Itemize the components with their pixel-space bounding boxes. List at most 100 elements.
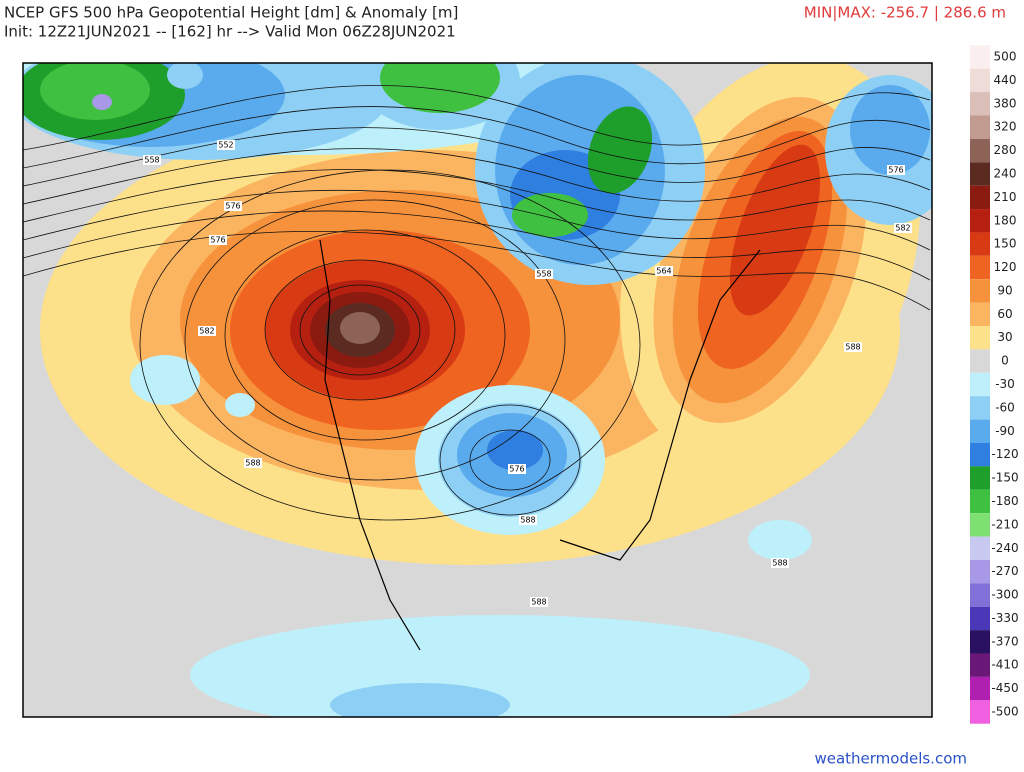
colorbar-swatch	[970, 442, 990, 467]
contour-label: 588	[520, 516, 535, 525]
colorbar-swatch	[970, 489, 990, 514]
contour-label: 588	[772, 559, 787, 568]
contour-label-bg	[655, 266, 673, 276]
contour-label: 576	[888, 166, 903, 175]
colorbar-label: 60	[997, 307, 1012, 321]
height-contour	[23, 106, 931, 169]
colorbar-label: -150	[991, 471, 1018, 485]
colorbar-label: -120	[991, 447, 1018, 461]
colorbar-label: -90	[995, 424, 1015, 438]
colorbar-label: 0	[1001, 354, 1009, 368]
colorbar-label: -370	[991, 634, 1018, 648]
height-contour	[299, 284, 421, 376]
contour-label: 588	[245, 459, 260, 468]
credit: weathermodels.com	[814, 750, 967, 768]
colorbar-label: -500	[991, 705, 1018, 719]
colorbar-label: -210	[991, 517, 1018, 531]
colorbar-label: -300	[991, 588, 1018, 602]
subtitle: Init: 12Z21JUN2021 -- [162] hr --> Valid…	[4, 23, 456, 41]
colorbar-swatch	[970, 279, 990, 303]
colorbar-swatch	[970, 372, 990, 397]
contour-label-bg	[771, 558, 789, 568]
anomaly-shading	[487, 430, 543, 470]
height-contour	[184, 199, 566, 481]
colorbar-swatch	[970, 513, 990, 537]
colorbar-swatch	[970, 676, 990, 701]
colorbar-label: -180	[991, 494, 1018, 508]
contour-label-bg	[143, 155, 161, 165]
colorbar-label: 30	[997, 330, 1012, 344]
height-contour	[23, 85, 931, 151]
colorbar-swatch	[970, 630, 990, 654]
colorbar-swatch	[970, 466, 990, 490]
height-contour	[264, 259, 456, 401]
colorbar-swatch	[970, 209, 990, 233]
anomaly-shading	[130, 355, 200, 405]
colorbar-label: 90	[997, 283, 1012, 297]
height-contour	[439, 404, 581, 516]
colorbar-swatch	[970, 45, 990, 69]
contour-label: 558	[144, 156, 159, 165]
contour-label: 558	[536, 270, 551, 279]
contour-label-bg	[217, 140, 235, 150]
map: 558 552 576 576 582 588 558 564 576 582 588 576 588 5…	[23, 63, 932, 717]
colorbar-label: 380	[994, 96, 1017, 110]
colorbar-label: -410	[991, 658, 1018, 672]
colorbar-label: 440	[994, 73, 1017, 87]
colorbar-label: 240	[994, 166, 1017, 180]
colorbar-label: -30	[995, 377, 1015, 391]
height-contour	[23, 230, 931, 311]
anomaly-shading	[587, 106, 653, 194]
contour-label-bg	[209, 235, 227, 245]
contour-label-bg	[894, 223, 912, 233]
colorbar-label: 210	[994, 190, 1017, 204]
anomaly-shading	[167, 63, 203, 89]
coastline	[319, 239, 761, 651]
anomaly-shading	[92, 94, 112, 110]
colorbar-swatch	[970, 326, 990, 350]
colorbar-swatch	[970, 115, 990, 139]
colorbar-label: 120	[994, 260, 1017, 274]
colorbar-swatch	[970, 162, 990, 186]
colorbar-swatch	[970, 138, 990, 163]
title: NCEP GFS 500 hPa Geopotential Height [dm…	[4, 4, 458, 22]
map-frame	[22, 62, 933, 718]
contour-label-bg	[535, 269, 553, 279]
contour-label-bg	[887, 165, 905, 175]
colorbar-label: 500	[994, 50, 1017, 64]
contour-label-bg	[244, 458, 262, 468]
anomaly-shading	[512, 193, 588, 237]
colorbar-label: -240	[991, 541, 1018, 555]
contour-label: 582	[199, 327, 214, 336]
colorbar: 500 440 380 320 280 240 210 180 150 120 90 60 30 0 -30…	[970, 45, 1019, 724]
colorbar-swatch	[970, 559, 990, 584]
colorbar-swatch	[970, 419, 990, 443]
contour-label: 576	[210, 236, 225, 245]
colorbar-swatch	[970, 302, 990, 327]
colorbar-swatch	[970, 536, 990, 560]
min-max: MIN|MAX: -256.7 | 286.6 m	[804, 4, 1006, 22]
colorbar-label: -450	[991, 681, 1018, 695]
height-contour	[23, 210, 931, 281]
contour-label: 552	[218, 141, 233, 150]
colorbar-swatch	[970, 606, 990, 631]
colorbar-swatch	[970, 92, 990, 116]
colorbar-label: 280	[994, 143, 1017, 157]
anomaly-shading	[225, 393, 255, 417]
anomaly-shading	[729, 144, 821, 316]
anomaly-shading	[340, 312, 380, 344]
contour-label-bg	[198, 326, 216, 336]
contour-label: 588	[845, 343, 860, 352]
height-contour	[469, 429, 551, 491]
anomaly-shading	[330, 683, 510, 717]
anomaly-shading	[380, 63, 500, 113]
colorbar-swatch	[970, 255, 990, 280]
anomaly-shading	[190, 615, 810, 717]
contour-label-bg	[530, 597, 548, 607]
height-contour	[139, 169, 641, 521]
height-contour	[23, 169, 931, 223]
anomaly-shading	[748, 520, 812, 560]
colorbar-label: 150	[994, 237, 1017, 251]
height-contour	[23, 148, 931, 205]
